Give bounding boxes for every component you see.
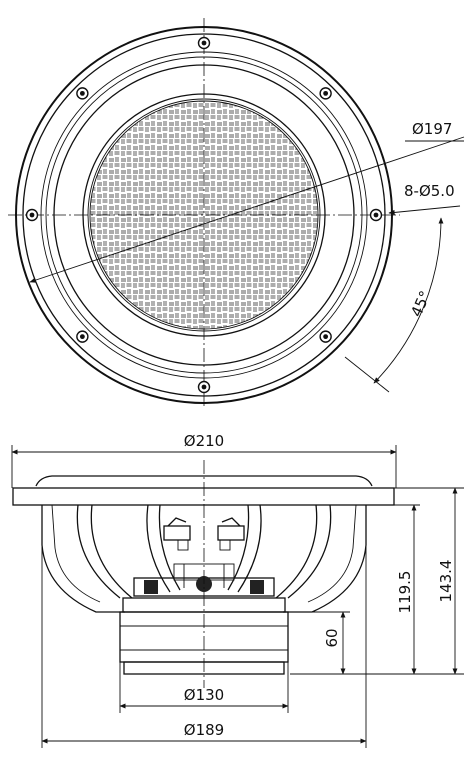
screw-hole-center: [201, 384, 207, 390]
side-view: Ø210: [11, 432, 464, 748]
angle-arc: [373, 217, 444, 384]
hole-spec-leader: [388, 205, 461, 215]
basket-left-inner: [51, 504, 101, 603]
basket-189-label: Ø189: [184, 721, 224, 739]
diameter-197-label: Ø197: [412, 120, 452, 138]
screw-hole-center: [79, 90, 85, 96]
screw-hole-center: [323, 334, 329, 340]
basket-right-inner: [307, 504, 357, 603]
screw-hole-center: [323, 90, 329, 96]
magnet-60-label: 60: [323, 628, 341, 647]
screw-hole-center: [29, 212, 35, 218]
basket-right-wall: [283, 505, 367, 613]
flange-top: [35, 475, 373, 487]
screw-hole-center: [201, 40, 207, 46]
terminals: [163, 517, 245, 588]
basket-spokes: [76, 504, 332, 599]
width-210-label: Ø210: [184, 432, 224, 450]
hole-spec-label: 8-Ø5.0: [404, 182, 455, 200]
magnet-130-label: Ø130: [184, 686, 224, 704]
height-119-label: 119.5: [396, 571, 414, 614]
screw-hole-center: [373, 212, 379, 218]
diameter-197-leader: [29, 136, 465, 283]
front-view: Ø197 8-Ø5.0 45°: [8, 18, 465, 408]
screw-hole-center: [79, 334, 85, 340]
basket-left-wall: [41, 505, 125, 613]
height-143-label: 143.4: [437, 560, 455, 603]
angle-label: 45°: [407, 288, 434, 320]
flange: [12, 487, 395, 506]
angle-extension-line: [344, 356, 390, 393]
